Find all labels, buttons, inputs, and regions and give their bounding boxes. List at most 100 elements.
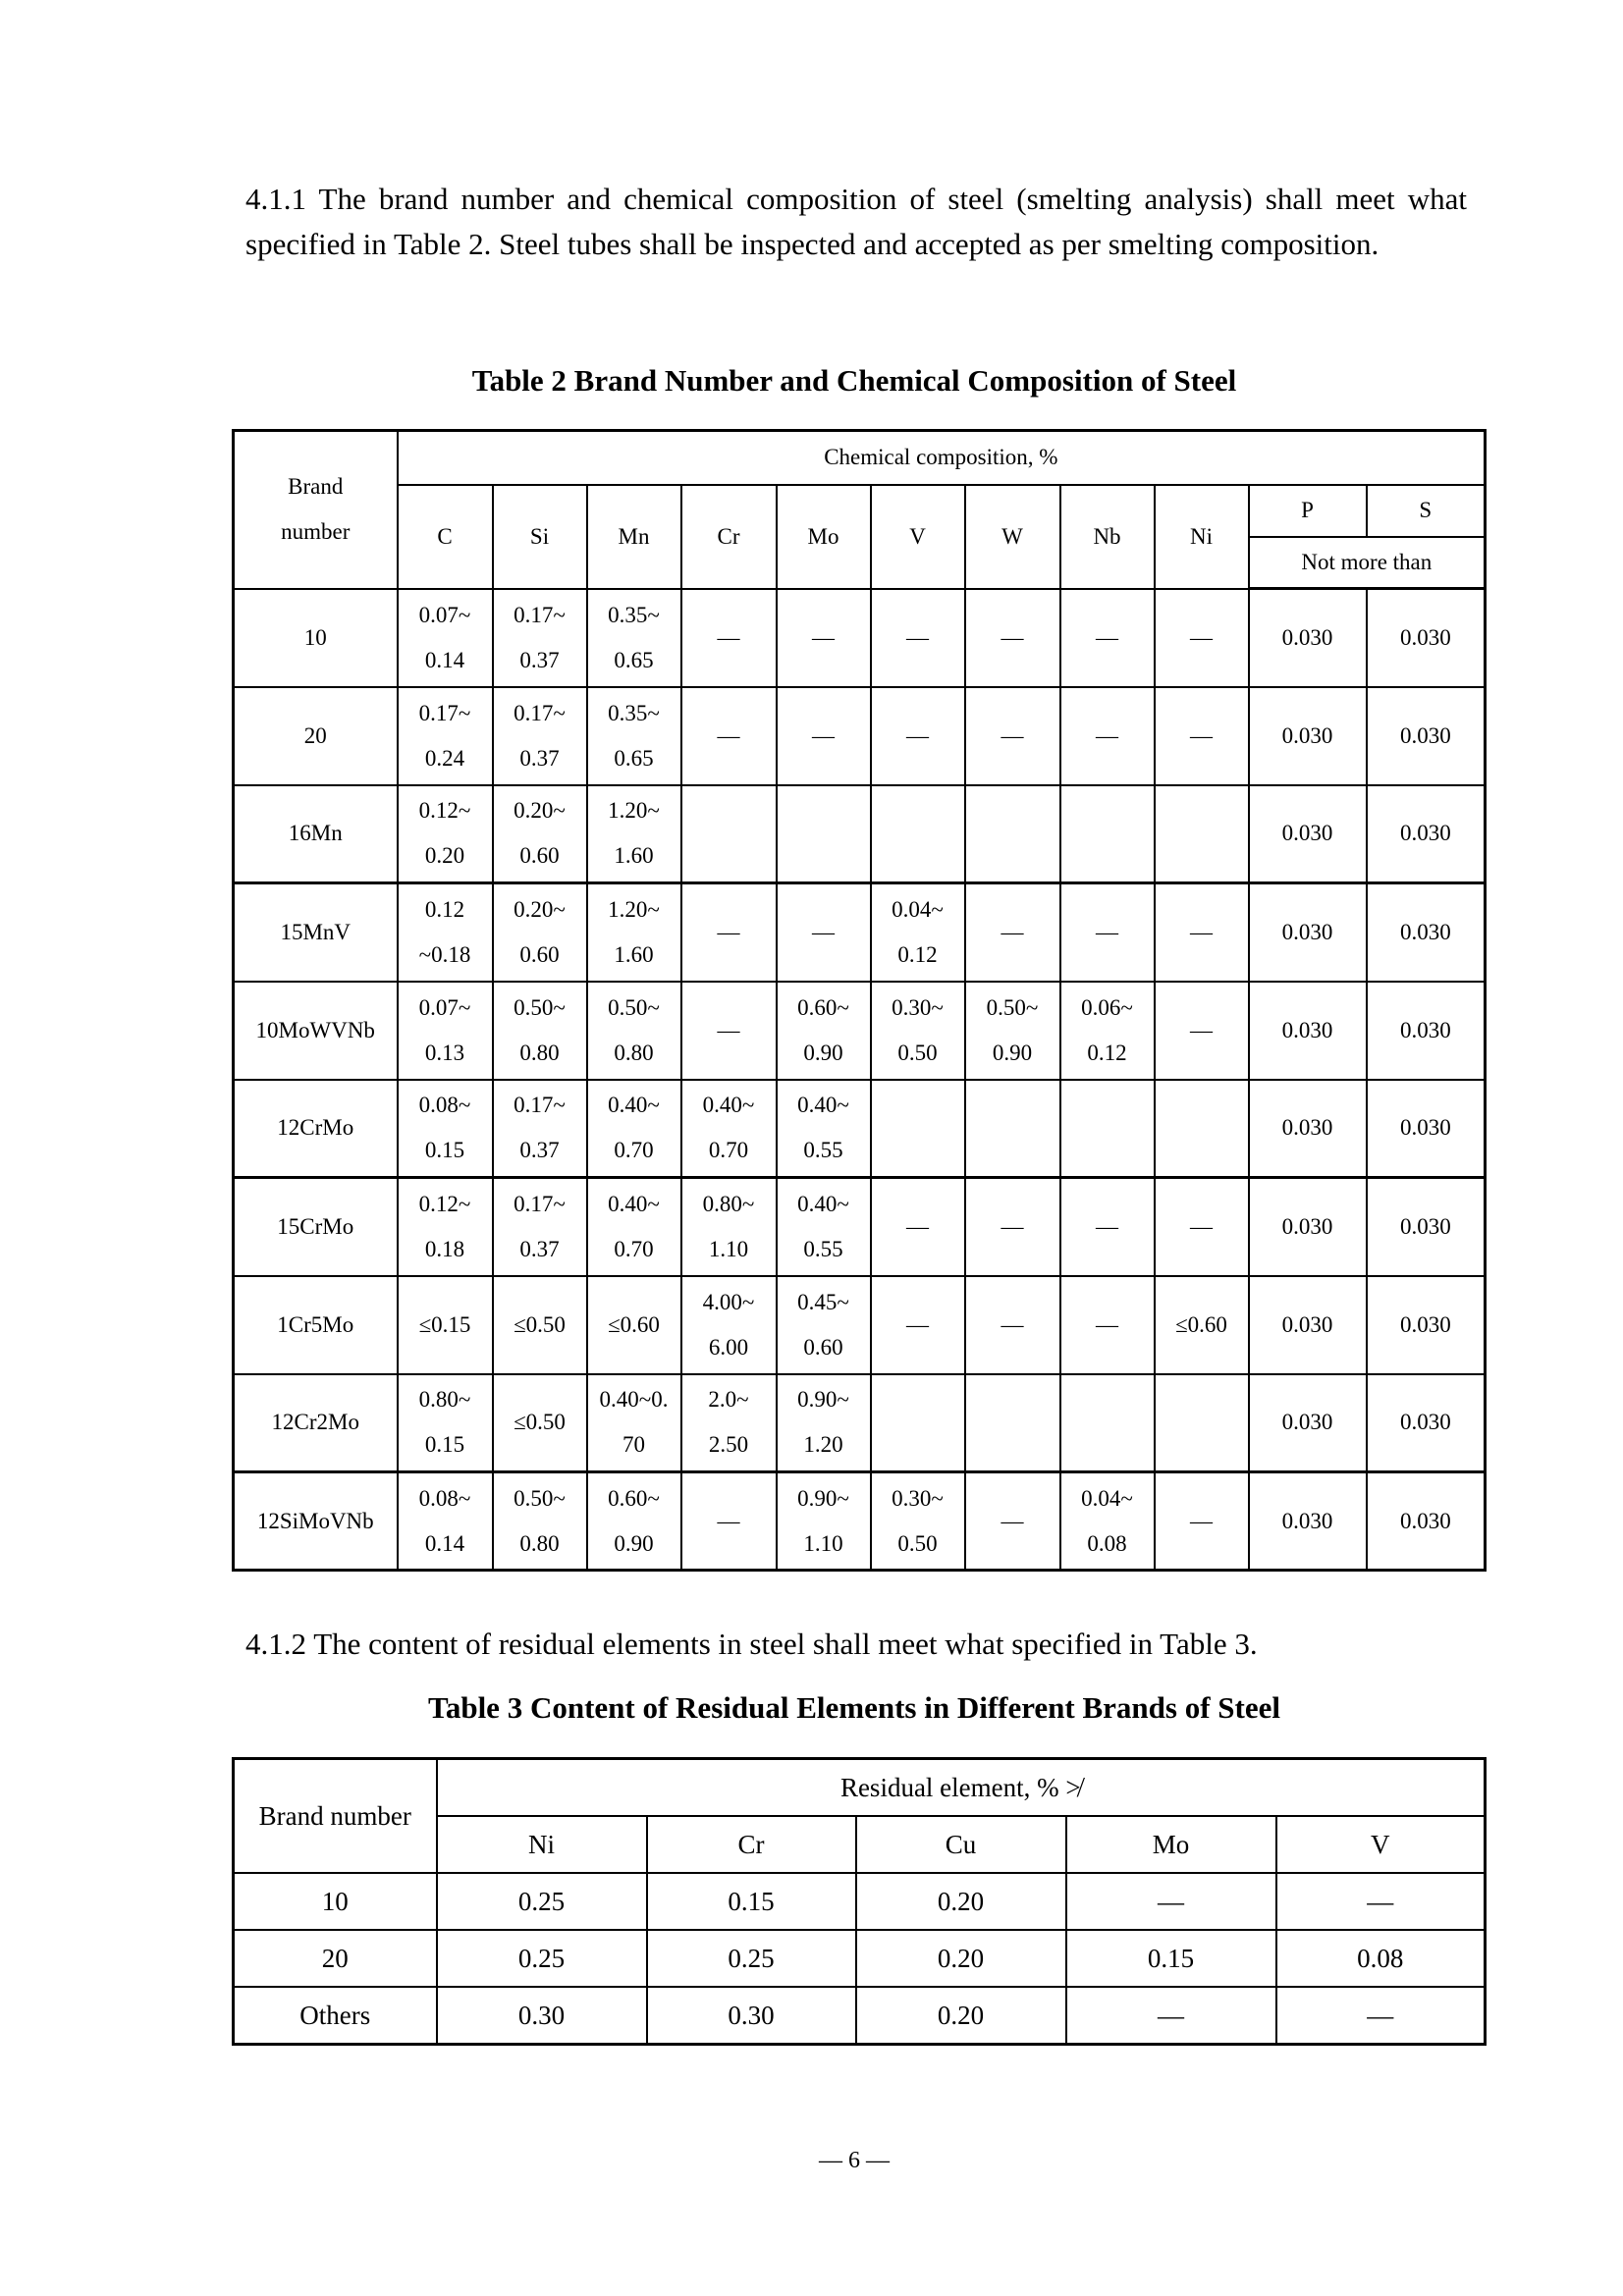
table-row: 15MnV 0.12 ~0.18 0.20~ 0.60 1.20~ 1.60— —0.0… xyxy=(232,881,1487,983)
table-row: 10MoWVNb 0.07~ 0.13 0.50~ 0.80 0.50~ 0.80—0… xyxy=(232,980,1487,1081)
value-cell: ≤0.50 xyxy=(491,1274,588,1375)
brand-cell: 12CrMo xyxy=(232,1078,399,1179)
table-row: 16Mn 0.12~ 0.20 0.20~ 0.60 1.20~ 1.60 0.030 0… xyxy=(232,783,1487,884)
element-header-cr: Cr xyxy=(645,1815,857,1874)
value-cell: 0.030 xyxy=(1247,587,1368,688)
brand-cell: 10 xyxy=(232,587,399,688)
value-cell: 0.50~ 0.90 xyxy=(963,980,1061,1081)
value-cell xyxy=(1058,783,1156,884)
value-cell: 0.030 xyxy=(1247,1470,1368,1572)
value-cell: — xyxy=(1153,1176,1250,1277)
value-cell: 1.20~ 1.60 xyxy=(585,881,682,983)
value-cell: 0.17~ 0.37 xyxy=(491,1176,588,1277)
value-cell: 0.030 xyxy=(1365,1274,1487,1375)
value-cell: 0.030 xyxy=(1247,783,1368,884)
value-cell xyxy=(1153,783,1250,884)
table-row: 12CrMo 0.08~ 0.15 0.17~ 0.37 0.40~ 0.70 0.40… xyxy=(232,1078,1487,1179)
value-cell: 0.030 xyxy=(1247,881,1368,983)
value-cell xyxy=(1058,1078,1156,1179)
brand-cell: 10MoWVNb xyxy=(232,980,399,1081)
value-cell: — xyxy=(963,1470,1061,1572)
element-header-w: W xyxy=(963,483,1061,590)
brand-cell: 12Cr2Mo xyxy=(232,1372,399,1473)
value-cell: — xyxy=(869,1176,966,1277)
value-cell: 0.35~ 0.65 xyxy=(585,587,682,688)
value-cell: 0.030 xyxy=(1365,685,1487,786)
value-cell: 0.25 xyxy=(435,1872,648,1931)
value-cell: 0.20 xyxy=(854,1872,1067,1931)
value-cell: — xyxy=(775,881,872,983)
element-header-cr: Cr xyxy=(679,483,778,590)
value-cell: 0.030 xyxy=(1247,685,1368,786)
brand-cell: 20 xyxy=(232,685,399,786)
value-cell: 0.030 xyxy=(1247,1274,1368,1375)
table-row: 10 0.07~ 0.14 0.17~ 0.37 0.35~ 0.65— — — — — —0.… xyxy=(232,587,1487,688)
value-cell: 0.20~ 0.60 xyxy=(491,881,588,983)
value-cell xyxy=(775,783,872,884)
value-cell: 0.08 xyxy=(1274,1929,1487,1988)
value-cell: — xyxy=(679,881,778,983)
table-2-chemical-composition: Brand number Chemical composition, % C Si… xyxy=(232,429,1488,1572)
value-cell xyxy=(1153,1372,1250,1473)
value-cell: — xyxy=(679,685,778,786)
element-header-mo: Mo xyxy=(775,483,872,590)
residual-element-header: Residual element, % ≯ xyxy=(435,1757,1487,1817)
value-cell: — xyxy=(1058,1274,1156,1375)
value-cell: — xyxy=(869,685,966,786)
element-header-si: Si xyxy=(491,483,588,590)
element-header-p: P xyxy=(1247,483,1368,538)
value-cell: 0.12~ 0.20 xyxy=(396,783,494,884)
page-number: — 6 — xyxy=(819,2148,890,2173)
value-cell: 0.030 xyxy=(1365,980,1487,1081)
value-cell: 0.30 xyxy=(645,1986,857,2046)
value-cell: 0.30 xyxy=(435,1986,648,2046)
value-cell: 0.40~ 0.70 xyxy=(679,1078,778,1179)
brand-cell: 20 xyxy=(232,1929,438,1988)
value-cell: — xyxy=(775,685,872,786)
value-cell: 0.04~ 0.12 xyxy=(869,881,966,983)
value-cell: 0.40~ 0.55 xyxy=(775,1078,872,1179)
value-cell: — xyxy=(1153,980,1250,1081)
value-cell: 0.030 xyxy=(1365,1470,1487,1572)
value-cell: 0.40~ 0.55 xyxy=(775,1176,872,1277)
value-cell: 0.030 xyxy=(1365,1078,1487,1179)
value-cell: — xyxy=(869,587,966,688)
table-row: 12SiMoVNb 0.08~ 0.14 0.50~ 0.80 0.60~ 0.90—… xyxy=(232,1470,1487,1572)
value-cell xyxy=(869,783,966,884)
value-cell: 0.60~ 0.90 xyxy=(585,1470,682,1572)
value-cell: 4.00~ 6.00 xyxy=(679,1274,778,1375)
value-cell: — xyxy=(869,1274,966,1375)
value-cell: 0.20 xyxy=(854,1929,1067,1988)
value-cell: 0.50~ 0.80 xyxy=(585,980,682,1081)
value-cell: 0.07~ 0.13 xyxy=(396,980,494,1081)
value-cell xyxy=(869,1078,966,1179)
brand-number-header: Brand number xyxy=(232,429,399,590)
value-cell: 0.25 xyxy=(645,1929,857,1988)
element-header-v: V xyxy=(1274,1815,1487,1874)
element-header-mo: Mo xyxy=(1064,1815,1277,1874)
value-cell xyxy=(869,1372,966,1473)
value-cell: 0.15 xyxy=(1064,1929,1277,1988)
element-header-ni: Ni xyxy=(435,1815,648,1874)
value-cell: — xyxy=(963,881,1061,983)
value-cell: — xyxy=(775,587,872,688)
value-cell: 0.17~ 0.37 xyxy=(491,587,588,688)
value-cell: — xyxy=(1274,1872,1487,1931)
value-cell: 1.20~ 1.60 xyxy=(585,783,682,884)
value-cell: — xyxy=(1153,685,1250,786)
section-4-1-1-text: 4.1.1 The brand number and chemical comp… xyxy=(245,182,1467,261)
value-cell: 0.030 xyxy=(1365,587,1487,688)
value-cell: 0.80~ 0.15 xyxy=(396,1372,494,1473)
value-cell: 0.35~ 0.65 xyxy=(585,685,682,786)
value-cell: — xyxy=(1064,1872,1277,1931)
value-cell: — xyxy=(679,980,778,1081)
value-cell: 0.40~ 0.70 xyxy=(585,1078,682,1179)
table-3-residual-elements: Brand number Residual element, % ≯ Ni Cr C… xyxy=(232,1757,1488,2046)
element-header-cu: Cu xyxy=(854,1815,1067,1874)
value-cell: 0.08~ 0.15 xyxy=(396,1078,494,1179)
value-cell: — xyxy=(1058,881,1156,983)
value-cell: 0.06~ 0.12 xyxy=(1058,980,1156,1081)
value-cell: 0.90~ 1.20 xyxy=(775,1372,872,1473)
value-cell: — xyxy=(1153,881,1250,983)
element-header-ni: Ni xyxy=(1153,483,1250,590)
